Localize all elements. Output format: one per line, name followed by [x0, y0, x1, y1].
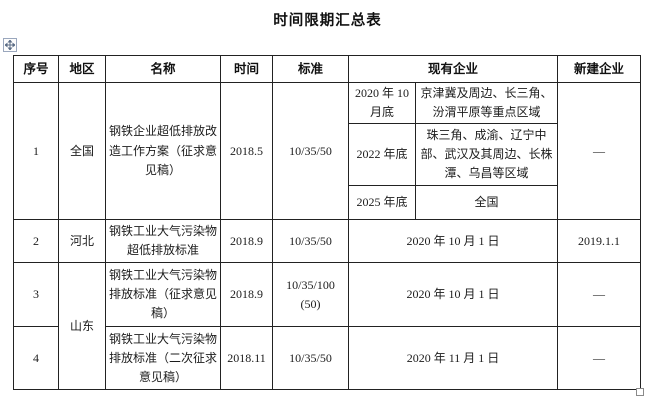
cell-time: 2018.5: [220, 81, 273, 221]
page-title: 时间限期汇总表: [273, 13, 382, 29]
cell-region: 河北: [58, 219, 106, 264]
table-move-handle[interactable]: [3, 38, 17, 52]
header-region: 地区: [58, 55, 106, 83]
cell-existing-enterprise: 2020 年 11 月 1 日: [347, 326, 559, 391]
cell-phase-scope: 珠三角、成渝、辽宁中部、武汉及其周边、长株潭、乌昌等区域: [414, 123, 559, 187]
cell-phase-scope: 全国: [414, 185, 559, 221]
cell-existing-enterprise: 2020 年 10 月 1 日: [347, 262, 559, 328]
table-row: 2022 年底 珠三角、成渝、辽宁中部、武汉及其周边、长株潭、乌昌等区域: [14, 123, 641, 187]
cell-no: 3: [13, 262, 59, 328]
cell-new-enterprise: 2019.1.1: [557, 219, 642, 264]
summary-table-container: 序号 地区 名称 时间 标准 现有企业 新建企业 1 全国 钢铁企业超低排放改造…: [13, 55, 642, 391]
table-row: 4 钢铁工业大气污染物排放标准（二次征求意见稿） 2018.11 10/35/5…: [13, 326, 642, 391]
cell-phase-scope: 京津冀及周边、长三角、汾渭平原等重点区域: [414, 81, 559, 125]
cell-no: 2: [13, 219, 59, 264]
cell-no: 1: [13, 81, 59, 221]
table-header-row: 序号 地区 名称 时间 标准 现有企业 新建企业: [13, 55, 642, 83]
table-row: 2 河北 钢铁工业大气污染物超低排放标准 2018.9 10/35/50 202…: [13, 219, 642, 264]
header-name: 名称: [105, 55, 221, 83]
cell-time: 2018.9: [220, 219, 273, 264]
header-time: 时间: [220, 55, 273, 83]
cell-name: 钢铁工业大气污染物排放标准（征求意见稿）: [105, 262, 221, 328]
table-row: 1 全国 钢铁企业超低排放改造工作方案（征求意见稿） 2018.5 10/35/…: [13, 81, 642, 221]
cell-region: 山东: [58, 262, 106, 391]
cell-standard: 10/35/100 (50): [272, 262, 349, 328]
cell-new-enterprise: —: [557, 326, 642, 391]
cell-name: 钢铁企业超低排放改造工作方案（征求意见稿）: [105, 81, 221, 221]
cell-new-enterprise: —: [557, 262, 642, 328]
cell-phase-deadline: 2022 年底: [348, 123, 416, 187]
summary-table: 序号 地区 名称 时间 标准 现有企业 新建企业 1 全国 钢铁企业超低排放改造…: [13, 55, 642, 391]
move-icon: [5, 40, 15, 50]
header-no: 序号: [13, 55, 59, 83]
cell-existing-enterprise: 2020 年 10 月 1 日: [347, 219, 559, 264]
table-resize-handle[interactable]: [636, 388, 644, 396]
cell-name: 钢铁工业大气污染物超低排放标准: [105, 219, 221, 264]
cell-standard: 10/35/50: [272, 326, 349, 391]
cell-phase-deadline: 2020 年 10 月底: [348, 81, 416, 125]
table-row: 3 山东 钢铁工业大气污染物排放标准（征求意见稿） 2018.9 10/35/1…: [13, 262, 642, 391]
header-new-enterprise: 新建企业: [557, 55, 642, 83]
cell-name: 钢铁工业大气污染物排放标准（二次征求意见稿）: [105, 326, 221, 391]
cell-time: 2018.11: [220, 326, 273, 391]
cell-time: 2018.9: [220, 262, 273, 328]
cell-region: 全国: [58, 81, 106, 221]
cell-new-enterprise: —: [557, 81, 642, 221]
header-existing-enterprise: 现有企业: [347, 55, 559, 83]
cell-standard: 10/35/50: [272, 81, 349, 221]
cell-standard: 10/35/50: [272, 219, 349, 264]
cell-phase-deadline: 2025 年底: [348, 185, 416, 221]
cell-no: 4: [13, 326, 59, 391]
header-standard: 标准: [272, 55, 349, 83]
table-row: 2025 年底 全国: [14, 185, 641, 221]
